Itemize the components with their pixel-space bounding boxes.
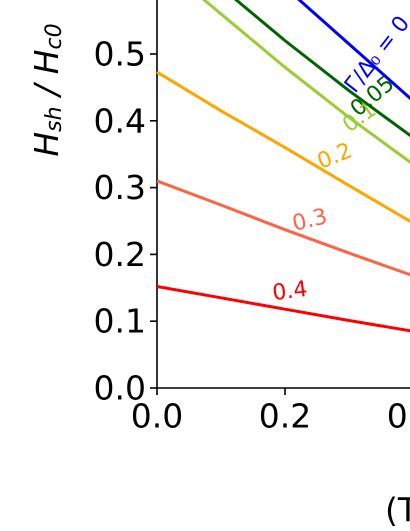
x-tick-label: 0.4 bbox=[387, 397, 410, 436]
y-tick-label: 0.2 bbox=[94, 235, 146, 274]
curve bbox=[201, 0, 410, 164]
curve bbox=[156, 179, 410, 277]
curve bbox=[156, 284, 410, 333]
curve-label: 0.3 bbox=[290, 204, 330, 237]
y-axis-label-part: H bbox=[27, 132, 66, 157]
curve bbox=[297, 0, 410, 101]
curve bbox=[233, 0, 410, 138]
curve bbox=[156, 70, 410, 223]
y-axis-label-part: / bbox=[27, 74, 66, 106]
y-axis-label-part: H bbox=[27, 49, 66, 74]
y-axis-label-part: sh bbox=[42, 106, 67, 131]
curve-label: 0.2 bbox=[314, 138, 356, 174]
y-tick-label: 0.3 bbox=[94, 168, 146, 207]
x-axis-label: (T bbox=[385, 491, 410, 530]
y-tick-label: 0.5 bbox=[94, 35, 146, 74]
curve-label: 0.4 bbox=[271, 277, 309, 306]
y-tick-label: 0.1 bbox=[94, 302, 146, 341]
x-tick-label: 0.2 bbox=[259, 397, 311, 436]
y-tick-label: 0.0 bbox=[94, 369, 146, 408]
x-tick-label: 0.0 bbox=[131, 397, 183, 436]
y-axis-label-part: c0 bbox=[42, 23, 67, 49]
y-axis-label: Hsh / Hc0 bbox=[27, 23, 67, 156]
y-tick-label: 0.6 bbox=[94, 0, 146, 7]
y-tick-label: 0.4 bbox=[94, 101, 146, 140]
